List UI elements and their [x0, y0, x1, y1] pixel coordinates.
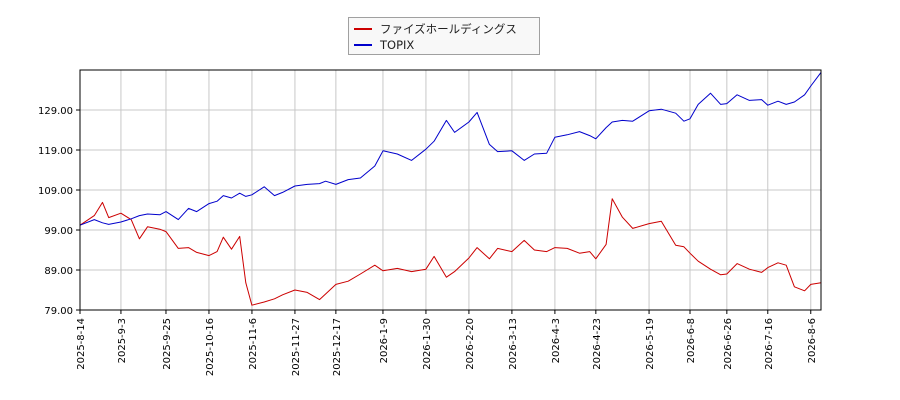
series-line-topix — [79, 72, 822, 226]
y-tick-label: 129.00 — [38, 106, 73, 117]
x-tick-label: 2026-2-20 — [465, 318, 476, 370]
legend-swatch-faiz — [354, 28, 372, 30]
y-tick-label: 79.00 — [44, 306, 73, 317]
legend-item-topix: TOPIX — [354, 37, 414, 53]
x-tick-label: 2026-1-9 — [379, 318, 390, 363]
y-axis-ticks: 79.00 89.00 99.00 109.00 119.00 129.00 — [38, 106, 80, 317]
y-tick-label: 119.00 — [38, 146, 73, 157]
x-tick-label: 2025-10-16 — [205, 318, 216, 376]
legend-swatch-topix — [354, 44, 372, 46]
x-tick-label: 2025-9-25 — [162, 318, 173, 370]
x-tick-label: 2025-12-17 — [332, 318, 343, 376]
x-tick-label: 2026-4-3 — [551, 318, 562, 363]
x-tick-label: 2025-11-6 — [248, 318, 259, 370]
legend-label-faiz: ファイズホールディングス — [380, 22, 517, 36]
series-lines — [79, 72, 822, 306]
x-tick-label: 2026-6-8 — [686, 318, 697, 363]
legend-item-faiz: ファイズホールディングス — [354, 21, 517, 37]
y-tick-label: 89.00 — [44, 266, 73, 277]
x-tick-label: 2026-8-6 — [807, 318, 818, 363]
y-tick-label: 99.00 — [44, 226, 73, 237]
x-axis-ticks: 2025-8-14 2025-9-3 2025-9-25 2025-10-16 2025… — [76, 310, 818, 376]
x-tick-label: 2026-7-16 — [764, 318, 775, 370]
x-tick-label: 2026-3-13 — [508, 318, 519, 370]
x-tick-label: 2026-1-30 — [422, 318, 433, 370]
legend-label-topix: TOPIX — [380, 38, 415, 52]
x-tick-label: 2025-8-14 — [76, 318, 87, 370]
grid — [79, 70, 821, 311]
x-tick-label: 2026-6-26 — [723, 318, 734, 370]
series-line-faiz — [79, 198, 822, 306]
x-tick-label: 2025-11-27 — [291, 318, 302, 376]
legend: ファイズホールディングス TOPIX — [348, 17, 540, 55]
x-tick-label: 2026-5-19 — [645, 318, 656, 370]
y-tick-label: 109.00 — [38, 186, 73, 197]
x-tick-label: 2026-4-23 — [592, 318, 603, 370]
x-tick-label: 2025-9-3 — [117, 318, 128, 363]
